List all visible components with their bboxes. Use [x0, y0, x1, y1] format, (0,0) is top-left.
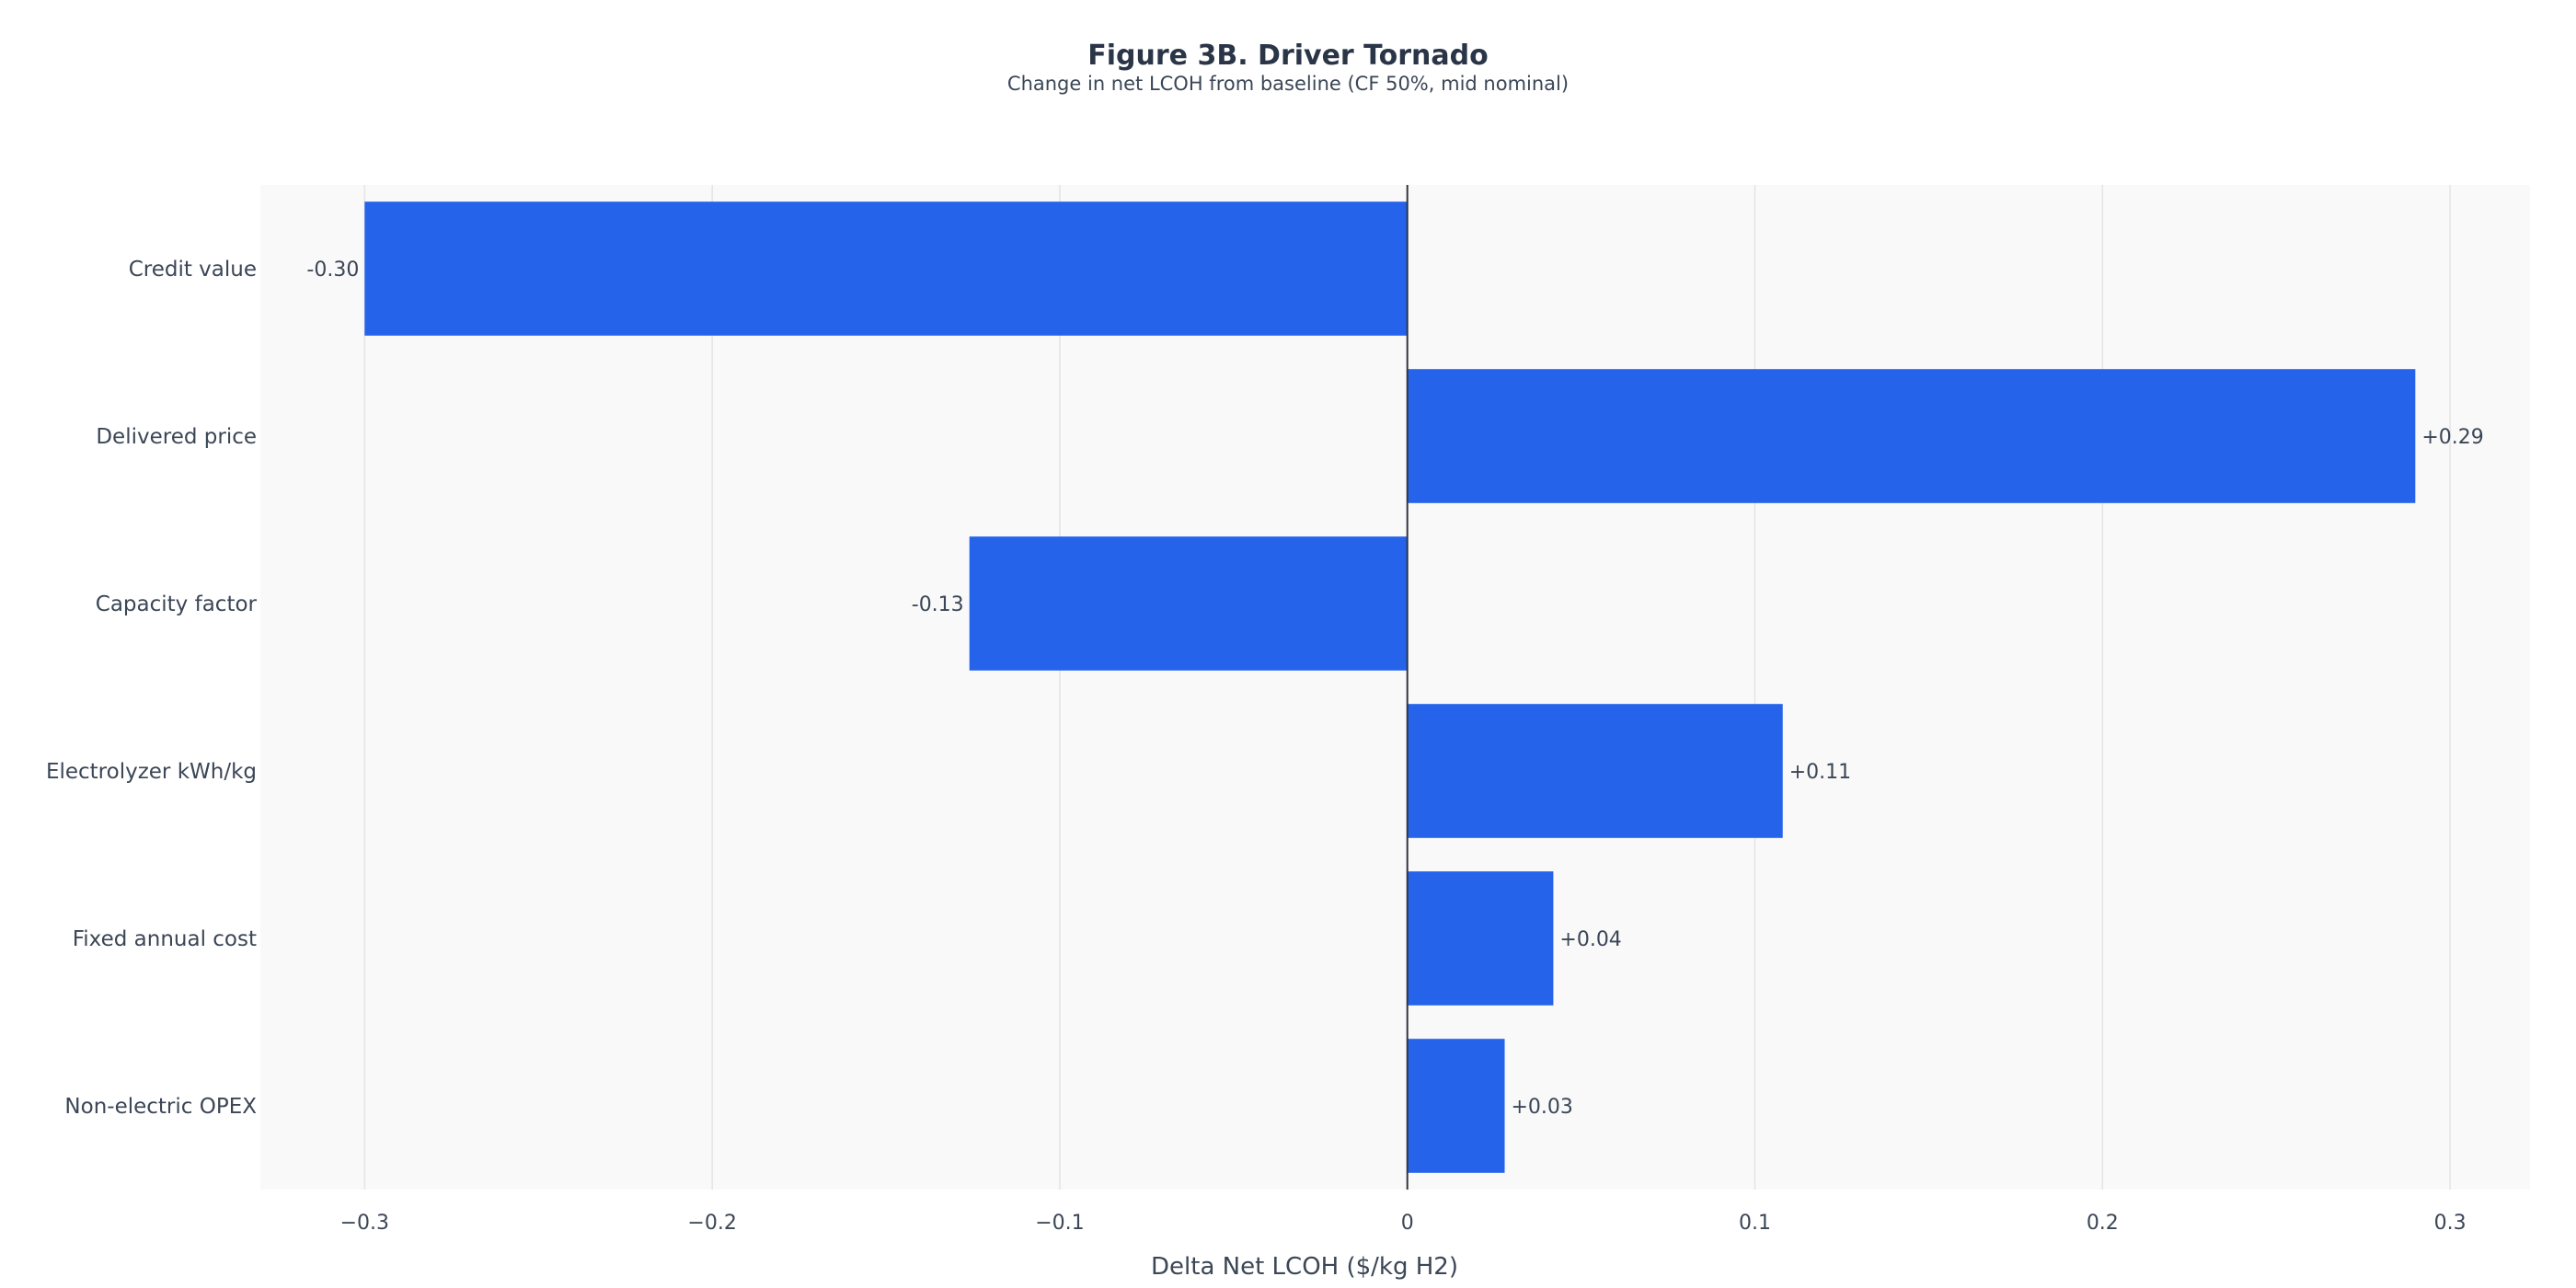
gridlines: [363, 185, 2451, 1190]
bar: [1407, 369, 2416, 503]
category-label: Fixed annual cost: [73, 927, 257, 951]
category-labels: Credit value Delivered price Capacity fact…: [46, 258, 258, 1119]
x-tick-label: 0.3: [2434, 1212, 2467, 1235]
x-tick-label: −0.1: [1035, 1212, 1084, 1235]
bar: [1407, 1039, 1505, 1173]
category-label: Capacity factor: [96, 592, 258, 616]
x-axis-title: Delta Net LCOH ($/kg H2): [1151, 1253, 1458, 1281]
chart-subtitle: Change in net LCOH from baseline (CF 50%…: [1007, 73, 1569, 95]
bars: [364, 201, 2416, 1173]
data-label: -0.30: [306, 259, 359, 282]
bar: [969, 536, 1408, 671]
data-label: -0.13: [912, 593, 964, 616]
x-tick-label: −0.3: [340, 1212, 389, 1235]
x-tick-labels: −0.3 −0.2 −0.1 0 0.1 0.2 0.3: [340, 1212, 2467, 1235]
bar: [1407, 704, 1783, 838]
x-tick-label: 0.1: [1739, 1212, 1771, 1235]
x-tick-label: −0.2: [687, 1212, 736, 1235]
chart-title: Figure 3B. Driver Tornado: [1087, 40, 1488, 72]
bar: [1407, 871, 1554, 1006]
category-label: Credit value: [129, 258, 257, 282]
category-label: Electrolyzer kWh/kg: [46, 760, 257, 784]
plot-area: [260, 185, 2530, 1190]
data-labels: -0.30 +0.29 -0.13 +0.11 +0.04 +0.03: [306, 259, 2483, 1119]
data-label: +0.11: [1789, 761, 1851, 784]
x-tick-label: 0: [1401, 1212, 1414, 1235]
data-label: +0.29: [2421, 426, 2483, 449]
x-tick-label: 0.2: [2087, 1212, 2119, 1235]
data-label: +0.04: [1559, 928, 1621, 951]
bar: [364, 201, 1408, 336]
category-label: Non-electric OPEX: [64, 1095, 257, 1119]
data-label: +0.03: [1512, 1096, 1573, 1119]
category-label: Delivered price: [96, 425, 257, 449]
